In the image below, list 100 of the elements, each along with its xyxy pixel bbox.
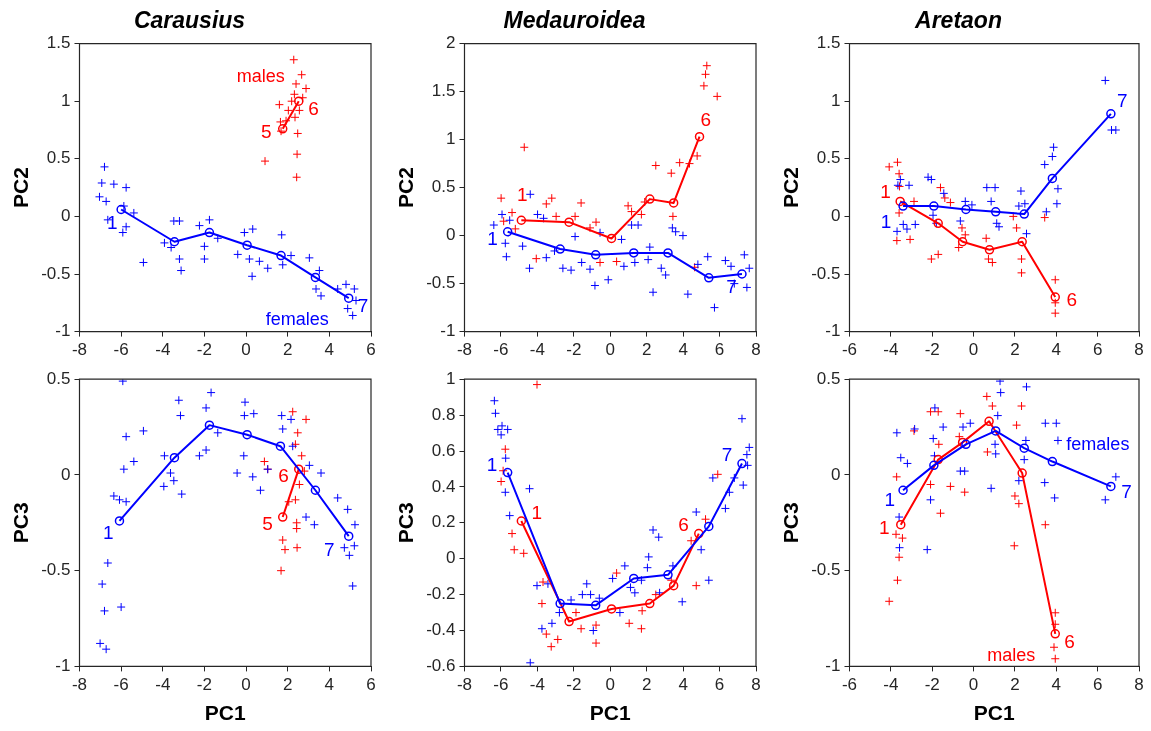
x-tick-label: 6 bbox=[366, 675, 376, 695]
x-tick-label: 0 bbox=[241, 340, 251, 360]
x-tick-label: -2 bbox=[924, 340, 940, 360]
x-tick-label: 4 bbox=[324, 340, 335, 360]
y-tick-label: -1 bbox=[55, 321, 71, 341]
x-tick-label: -8 bbox=[71, 675, 88, 695]
x-tick-label: 2 bbox=[641, 340, 652, 360]
annotation: 7 bbox=[1117, 89, 1128, 111]
annotation: 6 bbox=[678, 514, 689, 536]
y-tick-label: 0 bbox=[831, 464, 841, 484]
y-tick-label: 2 bbox=[446, 33, 456, 53]
y-tick-label: 1 bbox=[446, 129, 456, 149]
y-tick-label: 0.5 bbox=[46, 368, 71, 388]
x-tick-label: -4 bbox=[155, 340, 171, 360]
y-tick-label: 0 bbox=[61, 464, 71, 484]
annotation: 6 bbox=[700, 109, 711, 131]
x-tick-label: -4 bbox=[155, 675, 171, 695]
y-tick-label: 0.4 bbox=[431, 476, 456, 496]
x-tick-label: 8 bbox=[751, 675, 761, 695]
x-tick-label: -8 bbox=[456, 675, 473, 695]
y-tick-label: 0.5 bbox=[816, 368, 841, 388]
y-axis-title: PC3 bbox=[9, 502, 33, 544]
y-tick-label: 0 bbox=[831, 206, 841, 226]
annotation: 1 bbox=[103, 521, 114, 543]
x-axis-title: PC1 bbox=[973, 701, 1015, 725]
annotation: 1 bbox=[884, 489, 896, 511]
x-tick-label: -6 bbox=[841, 675, 858, 695]
x-tick-label: 4 bbox=[324, 675, 335, 695]
y-tick-label: -1 bbox=[440, 321, 456, 341]
x-tick-label: -6 bbox=[113, 340, 129, 360]
annotation: 5 bbox=[262, 512, 273, 534]
x-tick-label: 6 bbox=[366, 340, 376, 360]
series-label: females bbox=[265, 309, 329, 330]
y-tick-label: -1 bbox=[825, 656, 841, 676]
x-tick-label: 6 bbox=[714, 340, 725, 360]
x-tick-label: -6 bbox=[493, 675, 509, 695]
y-tick-label: 0.2 bbox=[431, 512, 456, 532]
y-tick-label: -0.4 bbox=[426, 620, 456, 640]
y-axis-title: PC2 bbox=[9, 167, 33, 209]
annotation: 1 bbox=[880, 181, 891, 203]
annotation: 1 bbox=[487, 227, 498, 249]
annotation: 6 bbox=[1064, 631, 1075, 653]
x-tick-label: -6 bbox=[493, 340, 509, 360]
annotation: 1 bbox=[879, 517, 890, 539]
x-tick-label: -8 bbox=[456, 340, 473, 360]
x-tick-label: -4 bbox=[883, 340, 899, 360]
y-tick-label: 1 bbox=[61, 90, 71, 110]
y-tick-label: -1 bbox=[825, 321, 841, 341]
x-tick-label: 6 bbox=[1092, 340, 1103, 360]
x-tick-label: 0 bbox=[605, 340, 615, 360]
chart-title: Carausius bbox=[133, 7, 246, 34]
x-tick-label: 4 bbox=[1051, 340, 1062, 360]
y-axis-title: PC3 bbox=[394, 502, 418, 544]
x-tick-label: 0 bbox=[968, 340, 979, 360]
annotation: 7 bbox=[357, 295, 369, 317]
annotation: 5 bbox=[261, 121, 272, 143]
x-tick-label: 0 bbox=[968, 675, 979, 695]
y-tick-label: 1.5 bbox=[46, 33, 71, 53]
annotation: 6 bbox=[1066, 289, 1078, 311]
annotation: 1 bbox=[880, 211, 892, 233]
y-tick-label: 1 bbox=[446, 368, 456, 388]
x-tick-label: -2 bbox=[566, 340, 582, 360]
x-tick-label: 2 bbox=[282, 340, 293, 360]
annotation: 6 bbox=[308, 97, 319, 119]
annotation: 6 bbox=[278, 465, 289, 486]
y-tick-label: 0.5 bbox=[46, 148, 71, 168]
x-axis-title: PC1 bbox=[589, 701, 631, 725]
x-tick-label: 2 bbox=[1010, 675, 1020, 695]
x-tick-label: 2 bbox=[641, 675, 652, 695]
annotation: 7 bbox=[721, 443, 733, 465]
y-tick-label: -0.5 bbox=[426, 273, 456, 293]
y-tick-label: 1 bbox=[831, 90, 841, 110]
annotation: 1 bbox=[517, 184, 528, 206]
y-tick-label: -0.5 bbox=[41, 560, 71, 580]
x-tick-label: 6 bbox=[1092, 675, 1103, 695]
y-tick-label: -0.5 bbox=[811, 263, 841, 283]
x-tick-label: 0 bbox=[605, 675, 615, 695]
annotation: 1 bbox=[486, 454, 498, 476]
x-tick-label: 8 bbox=[1134, 340, 1144, 360]
x-tick-label: -4 bbox=[529, 675, 545, 695]
y-tick-label: 0 bbox=[446, 548, 456, 568]
x-tick-label: 2 bbox=[282, 675, 293, 695]
annotation: 1 bbox=[531, 501, 542, 523]
x-tick-label: -2 bbox=[566, 675, 582, 695]
y-axis-title: PC2 bbox=[394, 167, 418, 209]
y-tick-label: -0.5 bbox=[811, 560, 841, 580]
y-tick-label: -0.6 bbox=[426, 656, 456, 676]
x-tick-label: 6 bbox=[714, 675, 725, 695]
x-tick-label: 4 bbox=[678, 340, 688, 360]
annotation: 1 bbox=[107, 212, 118, 234]
y-tick-label: -0.2 bbox=[426, 584, 456, 604]
x-tick-label: -2 bbox=[196, 340, 212, 360]
x-tick-label: 8 bbox=[751, 340, 761, 360]
x-tick-label: 0 bbox=[241, 675, 251, 695]
series-label: females bbox=[1066, 434, 1130, 455]
y-tick-label: 1.5 bbox=[431, 81, 456, 101]
x-tick-label: 8 bbox=[1134, 675, 1144, 695]
annotation: 7 bbox=[1121, 481, 1132, 503]
chart-title: Medauroidea bbox=[503, 7, 646, 34]
x-tick-label: -6 bbox=[841, 340, 858, 360]
